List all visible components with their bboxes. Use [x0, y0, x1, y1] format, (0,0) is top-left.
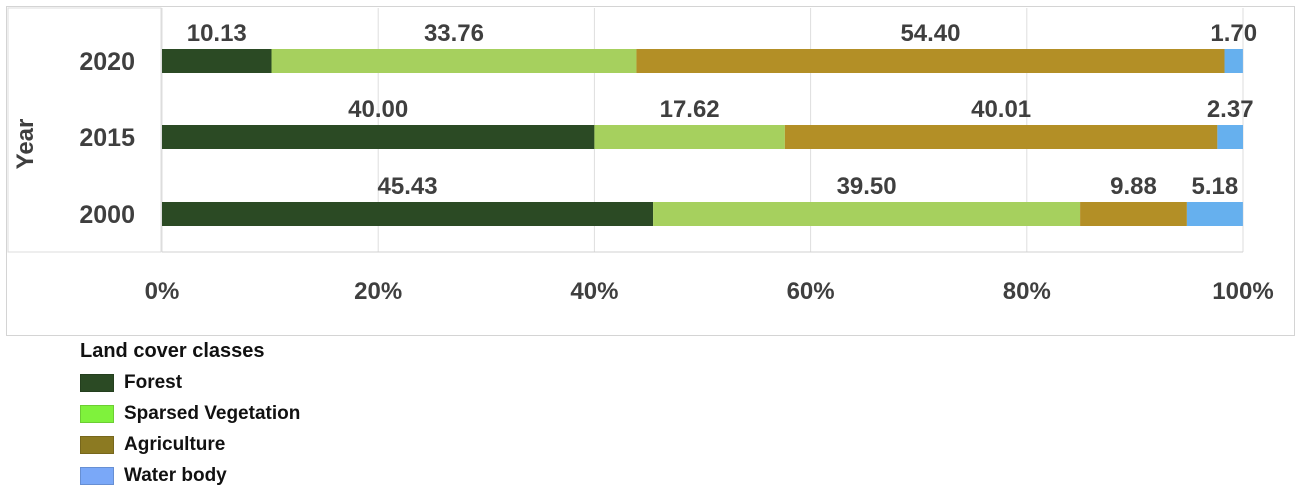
bar-segment	[653, 202, 1081, 226]
bar-segment	[1224, 49, 1243, 73]
legend: Land cover classes Forest Sparsed Vegetat…	[80, 340, 300, 491]
data-label: 45.43	[378, 173, 438, 200]
category-label-panel	[7, 7, 162, 253]
y-category-label: 2020	[79, 48, 135, 76]
bar-segment	[162, 125, 595, 149]
data-label: 5.18	[1192, 173, 1239, 200]
x-tick-label: 100%	[1212, 278, 1273, 305]
data-labels: 10.13 33.76 54.40 1.70 40.00 17.62 40.01 2.37 45…	[187, 20, 1257, 200]
data-label: 54.40	[900, 20, 960, 47]
legend-label: Sparsed Vegetation	[124, 402, 301, 424]
data-label: 9.88	[1110, 173, 1157, 200]
y-axis-categories: 2020 2015 2000	[79, 48, 135, 229]
legend-swatch	[80, 373, 114, 392]
bar-segment	[1217, 125, 1243, 149]
legend-swatch	[80, 404, 114, 423]
legend-swatch	[80, 435, 114, 454]
stacked-bar-chart: 10.13 33.76 54.40 1.70 40.00 17.62 40.01 2.37 45…	[7, 7, 1274, 305]
legend-item: Water body	[80, 460, 300, 491]
data-label: 40.00	[348, 96, 408, 123]
data-label: 17.62	[660, 96, 720, 123]
x-tick-label: 20%	[354, 278, 402, 305]
data-label: 1.70	[1210, 20, 1257, 47]
x-axis-ticks: 0% 20% 40% 60% 80% 100%	[145, 278, 1274, 305]
bar-segment	[594, 125, 785, 149]
legend-items: Forest Sparsed Vegetation Agriculture Water…	[80, 367, 300, 491]
x-tick-label: 40%	[570, 278, 618, 305]
data-label: 40.01	[971, 96, 1031, 123]
data-label: 33.76	[424, 20, 484, 47]
data-label: 10.13	[187, 20, 247, 47]
y-category-label: 2015	[79, 124, 135, 152]
bar-segment	[1080, 202, 1187, 226]
legend-label: Agriculture	[124, 433, 226, 455]
x-tick-label: 60%	[787, 278, 835, 305]
legend-item: Agriculture	[80, 429, 300, 460]
bar-segment	[1186, 202, 1243, 226]
bar-segment	[271, 49, 637, 73]
data-label: 39.50	[837, 173, 897, 200]
bar-segment	[162, 49, 272, 73]
legend-title: Land cover classes	[80, 340, 265, 362]
legend-item: Sparsed Vegetation	[80, 398, 300, 429]
bars	[162, 49, 1243, 226]
bar-segment	[636, 49, 1225, 73]
chart-frame: 10.13 33.76 54.40 1.70 40.00 17.62 40.01 2.37 45…	[6, 6, 1295, 336]
x-tick-label: 80%	[1003, 278, 1051, 305]
bar-segment	[784, 125, 1218, 149]
legend-swatch	[80, 466, 114, 485]
data-label: 2.37	[1207, 96, 1254, 123]
legend-item: Forest	[80, 367, 300, 398]
x-tick-label: 0%	[145, 278, 180, 305]
bar-segment	[162, 202, 654, 226]
legend-label: Forest	[124, 371, 183, 393]
y-axis-title: Year	[12, 119, 39, 170]
legend-label: Water body	[124, 464, 227, 486]
y-category-label: 2000	[79, 201, 135, 229]
